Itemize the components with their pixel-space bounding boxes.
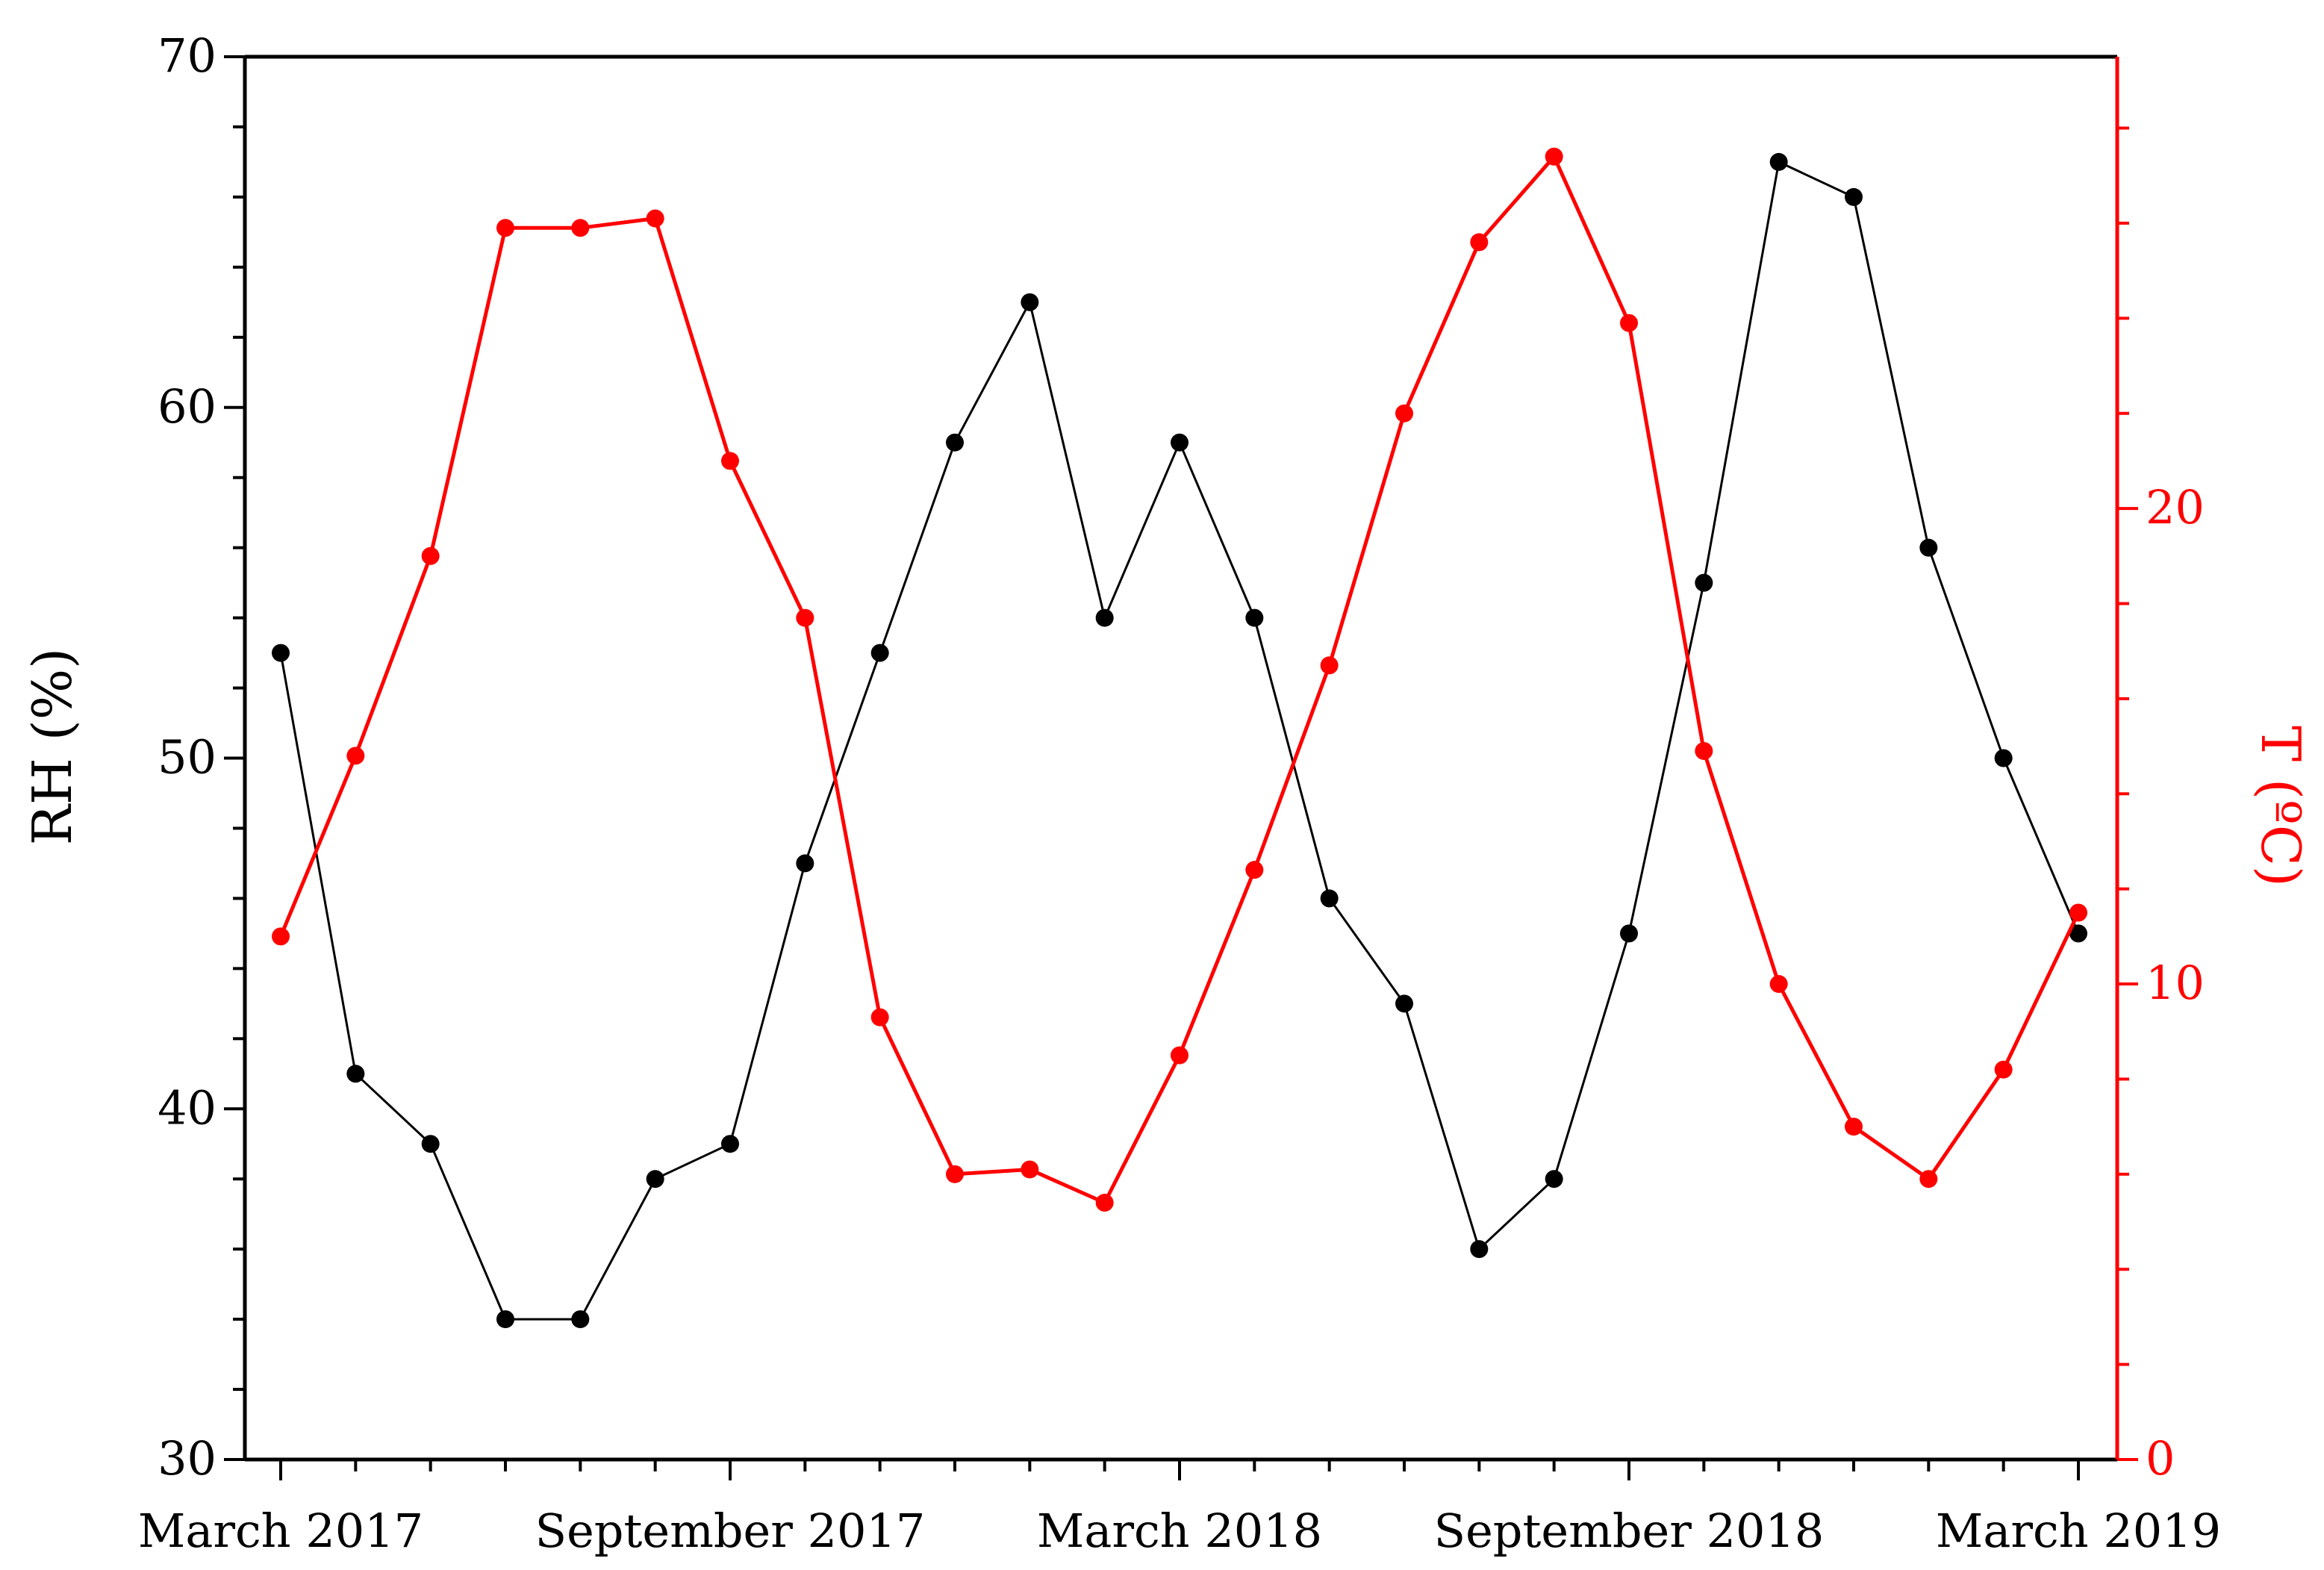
data-point <box>272 644 290 662</box>
data-point <box>646 1170 664 1189</box>
data-point <box>346 747 365 765</box>
data-point <box>1095 1194 1114 1212</box>
x-tick-label: September 2018 <box>1434 1504 1825 1558</box>
data-point <box>721 1135 739 1153</box>
data-point <box>1320 656 1339 675</box>
data-point <box>571 219 590 237</box>
data-point <box>946 433 964 452</box>
data-point <box>1171 1046 1189 1065</box>
y-left-tick-label: 30 <box>158 1431 216 1486</box>
plot-frame <box>243 54 2119 1462</box>
y-axis-right: 0 10 20 <box>2117 126 2205 1486</box>
data-point <box>946 1165 964 1183</box>
y-left-tick-label: 40 <box>158 1080 216 1135</box>
data-point <box>1545 1170 1563 1189</box>
x-axis: March 2017 September 2017 March 2018 Septem… <box>138 1460 2221 1558</box>
data-point <box>1845 187 1863 206</box>
data-point <box>1245 861 1264 879</box>
x-tick-label: March 2017 <box>138 1504 423 1558</box>
data-point <box>796 608 814 627</box>
series-layer <box>272 147 2087 1329</box>
y-axis-left: 30 40 50 60 70 <box>158 28 245 1486</box>
y-right-tick-label: 0 <box>2146 1431 2175 1486</box>
data-point <box>1470 233 1489 252</box>
data-point <box>1395 994 1413 1013</box>
data-point <box>1395 404 1413 423</box>
data-point <box>421 546 440 565</box>
data-point <box>346 1065 365 1083</box>
y-axis-right-title: T (ºC) <box>2249 726 2312 887</box>
data-point <box>1994 1060 2013 1079</box>
y-left-tick-label: 50 <box>158 730 216 785</box>
data-point <box>1095 608 1114 627</box>
data-point <box>1769 975 1788 994</box>
data-point <box>1021 293 1039 311</box>
data-point <box>796 854 814 873</box>
y-axis-left-title: RH (%) <box>21 648 84 845</box>
data-point <box>1320 889 1339 908</box>
data-point <box>1171 433 1189 452</box>
data-point <box>2069 903 2087 922</box>
data-point <box>1620 924 1638 943</box>
data-point <box>646 209 664 228</box>
x-tick-label: March 2019 <box>1936 1504 2221 1558</box>
data-point <box>1994 749 2013 767</box>
data-point <box>421 1135 440 1153</box>
data-point <box>1545 147 1563 166</box>
data-point <box>1845 1118 1863 1136</box>
data-point <box>870 1008 889 1027</box>
data-point <box>496 1310 514 1329</box>
data-point <box>496 219 514 237</box>
series-left-axis <box>272 152 2087 1329</box>
x-tick-label: March 2018 <box>1037 1504 1322 1558</box>
data-point <box>1245 608 1264 627</box>
y-left-tick-label: 60 <box>158 379 216 434</box>
data-point <box>1021 1160 1039 1179</box>
series-line <box>279 161 2080 1321</box>
y-right-tick-label: 20 <box>2146 480 2205 535</box>
series-right-axis <box>272 147 2087 1212</box>
data-point <box>870 644 889 662</box>
x-tick-label: September 2017 <box>535 1504 926 1558</box>
data-point <box>1919 538 1938 557</box>
y-left-tick-label: 70 <box>158 28 216 83</box>
series-line <box>278 155 2081 1205</box>
data-point <box>1620 314 1638 332</box>
data-point <box>721 452 739 470</box>
data-point <box>571 1310 590 1329</box>
data-point <box>272 927 290 946</box>
data-point <box>1695 573 1713 592</box>
data-point <box>1769 152 1788 171</box>
data-point <box>1695 741 1713 760</box>
data-point <box>2069 924 2087 943</box>
y-right-tick-label: 10 <box>2146 956 2205 1010</box>
data-point <box>1919 1170 1938 1189</box>
data-point <box>1470 1240 1489 1259</box>
